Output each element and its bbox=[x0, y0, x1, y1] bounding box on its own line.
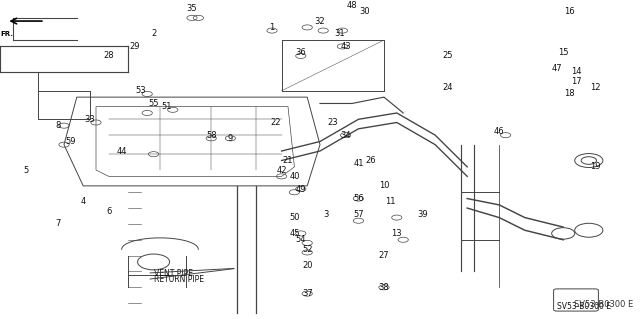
Text: 53: 53 bbox=[136, 86, 146, 95]
Text: 7: 7 bbox=[55, 219, 60, 228]
Text: 42: 42 bbox=[276, 166, 287, 174]
Text: 29: 29 bbox=[129, 42, 140, 51]
Text: 50: 50 bbox=[289, 213, 300, 222]
Text: FR.: FR. bbox=[0, 31, 13, 37]
Text: 12: 12 bbox=[590, 83, 600, 92]
Text: 18: 18 bbox=[564, 89, 575, 99]
Text: 15: 15 bbox=[558, 48, 568, 57]
Text: 32: 32 bbox=[315, 17, 325, 26]
Text: 1: 1 bbox=[269, 23, 275, 32]
Text: 47: 47 bbox=[552, 64, 562, 73]
Text: 28: 28 bbox=[104, 51, 114, 60]
Text: RETURN PIPE: RETURN PIPE bbox=[154, 275, 204, 284]
Text: 26: 26 bbox=[366, 156, 376, 165]
Text: VENT PIPE: VENT PIPE bbox=[154, 269, 193, 278]
Text: 31: 31 bbox=[334, 29, 344, 38]
Text: 44: 44 bbox=[116, 146, 127, 156]
Text: 36: 36 bbox=[296, 48, 306, 57]
Text: SV53-B0300 E: SV53-B0300 E bbox=[574, 300, 634, 309]
Text: 22: 22 bbox=[270, 118, 280, 127]
Text: 13: 13 bbox=[392, 229, 402, 238]
Text: 46: 46 bbox=[494, 128, 504, 137]
Text: 25: 25 bbox=[443, 51, 453, 60]
Text: 14: 14 bbox=[571, 67, 581, 76]
Text: 37: 37 bbox=[302, 289, 312, 298]
Text: 8: 8 bbox=[55, 121, 60, 130]
Text: 59: 59 bbox=[65, 137, 76, 146]
Text: SV53-B0300 E: SV53-B0300 E bbox=[557, 302, 611, 311]
Text: 6: 6 bbox=[106, 207, 111, 216]
Text: 11: 11 bbox=[385, 197, 396, 206]
Text: 48: 48 bbox=[347, 1, 357, 10]
Text: 49: 49 bbox=[296, 185, 306, 194]
Text: 41: 41 bbox=[353, 159, 364, 168]
Text: 30: 30 bbox=[360, 7, 370, 16]
Text: 35: 35 bbox=[187, 4, 197, 13]
Text: 39: 39 bbox=[417, 210, 428, 219]
Text: 10: 10 bbox=[379, 182, 389, 190]
Text: 34: 34 bbox=[340, 131, 351, 140]
Text: 33: 33 bbox=[84, 115, 95, 124]
Text: 2: 2 bbox=[151, 29, 156, 38]
Text: 5: 5 bbox=[23, 166, 28, 174]
Text: 40: 40 bbox=[289, 172, 300, 181]
Text: 17: 17 bbox=[571, 77, 581, 86]
Text: 43: 43 bbox=[340, 42, 351, 51]
Text: 3: 3 bbox=[324, 210, 329, 219]
Text: 16: 16 bbox=[564, 7, 575, 16]
Text: 23: 23 bbox=[328, 118, 338, 127]
Text: 27: 27 bbox=[379, 251, 389, 260]
Text: 20: 20 bbox=[302, 261, 312, 270]
Text: 57: 57 bbox=[353, 210, 364, 219]
Text: 54: 54 bbox=[296, 235, 306, 244]
Text: 52: 52 bbox=[302, 245, 312, 254]
Text: 4: 4 bbox=[81, 197, 86, 206]
Text: 51: 51 bbox=[161, 102, 172, 111]
Text: 21: 21 bbox=[283, 156, 293, 165]
Text: 55: 55 bbox=[148, 99, 159, 108]
Text: 9: 9 bbox=[228, 134, 233, 143]
Text: 38: 38 bbox=[379, 283, 389, 292]
Text: 56: 56 bbox=[353, 194, 364, 203]
Text: 19: 19 bbox=[590, 162, 600, 171]
Text: 58: 58 bbox=[206, 131, 216, 140]
Text: 45: 45 bbox=[289, 229, 300, 238]
Text: 24: 24 bbox=[443, 83, 453, 92]
